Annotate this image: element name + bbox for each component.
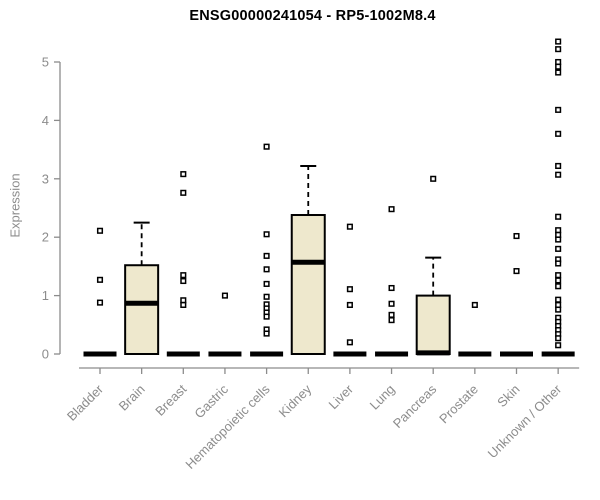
outlier-point xyxy=(513,268,520,275)
outlier-point xyxy=(180,171,187,178)
outlier-point xyxy=(221,292,228,299)
x-category-label: Liver xyxy=(325,381,356,412)
outlier-point xyxy=(388,206,395,213)
outlier-point xyxy=(555,213,562,220)
zero-bar-Unknown / Other xyxy=(541,351,575,357)
outlier-point xyxy=(555,306,562,313)
outlier-point xyxy=(388,317,395,324)
outlier-point xyxy=(180,189,187,196)
x-category-label: Breast xyxy=(152,381,189,418)
outlier-point xyxy=(555,69,562,76)
zero-bar-Gastric xyxy=(208,351,242,357)
x-category-label: Gastric xyxy=(191,381,231,421)
x-category-label: Bladder xyxy=(64,381,107,424)
outlier-point xyxy=(96,227,104,234)
x-category-label: Brain xyxy=(116,382,148,414)
chart-title: ENSG00000241054 - RP5-1002M8.4 xyxy=(189,8,436,24)
zero-bar-Bladder xyxy=(83,351,117,357)
outlier-point xyxy=(555,227,562,234)
outlier-point xyxy=(263,330,270,337)
outlier-point xyxy=(263,266,270,273)
outlier-point xyxy=(555,272,562,279)
outlier-point xyxy=(555,38,562,45)
outlier-point xyxy=(263,293,270,300)
outlier-point xyxy=(263,252,270,259)
outlier-point xyxy=(555,283,562,290)
box-Brain xyxy=(124,264,160,355)
x-category-label: Unknown / Other xyxy=(485,381,565,461)
outlier-point xyxy=(555,231,562,238)
zero-bar-Breast xyxy=(166,351,200,357)
zero-bar-Liver xyxy=(333,351,367,357)
zero-bar-Prostate xyxy=(458,351,492,357)
outlier-point xyxy=(513,232,520,240)
y-tick-label: 0 xyxy=(42,347,49,362)
outlier-point xyxy=(555,245,562,252)
outlier-point xyxy=(555,301,562,308)
zero-bar-Lung xyxy=(375,351,409,357)
outlier-point xyxy=(555,236,562,243)
y-tick-label: 5 xyxy=(42,55,49,70)
outlier-point xyxy=(263,231,270,238)
zero-bar-Skin xyxy=(500,351,533,357)
x-category-label: Lung xyxy=(367,382,398,413)
outlier-point xyxy=(555,260,562,267)
outlier-point xyxy=(96,276,104,283)
x-category-label: Pancreas xyxy=(390,381,440,431)
outlier-point xyxy=(555,46,562,53)
outlier-point xyxy=(555,58,562,66)
outlier-point xyxy=(263,143,270,150)
outlier-point xyxy=(555,171,562,178)
outlier-point xyxy=(180,297,187,304)
y-tick-label: 3 xyxy=(42,171,49,186)
outlier-point xyxy=(180,277,187,285)
outlier-point xyxy=(555,342,562,349)
outlier-point xyxy=(555,162,562,170)
outlier-point xyxy=(388,311,395,318)
x-category-label: Skin xyxy=(494,382,522,410)
outlier-point xyxy=(388,284,395,292)
outlier-point xyxy=(471,301,478,308)
outlier-point xyxy=(180,272,187,279)
y-tick-label: 2 xyxy=(42,230,49,245)
outlier-point xyxy=(555,296,562,303)
y-tick-label: 4 xyxy=(42,113,49,128)
outlier-point xyxy=(555,335,562,342)
outlier-point xyxy=(263,313,270,320)
x-category-label: Prostate xyxy=(436,382,481,427)
outlier-point xyxy=(346,339,353,346)
outlier-point xyxy=(263,280,270,287)
outlier-point xyxy=(555,63,562,70)
outlier-point xyxy=(555,106,562,113)
zero-bar-Hematopoietic cells xyxy=(250,351,284,357)
box-Pancreas xyxy=(415,294,451,356)
y-tick-label: 1 xyxy=(42,288,49,303)
outlier-point xyxy=(346,301,353,308)
outlier-point xyxy=(96,299,104,306)
outlier-point xyxy=(388,300,395,307)
outlier-point xyxy=(180,301,187,308)
outlier-point xyxy=(430,175,437,182)
outlier-point xyxy=(346,286,353,293)
box-Kidney xyxy=(290,214,326,355)
outlier-point xyxy=(555,277,562,284)
outlier-point xyxy=(555,130,562,137)
outlier-point xyxy=(346,223,353,230)
x-category-label: Kidney xyxy=(276,381,315,420)
